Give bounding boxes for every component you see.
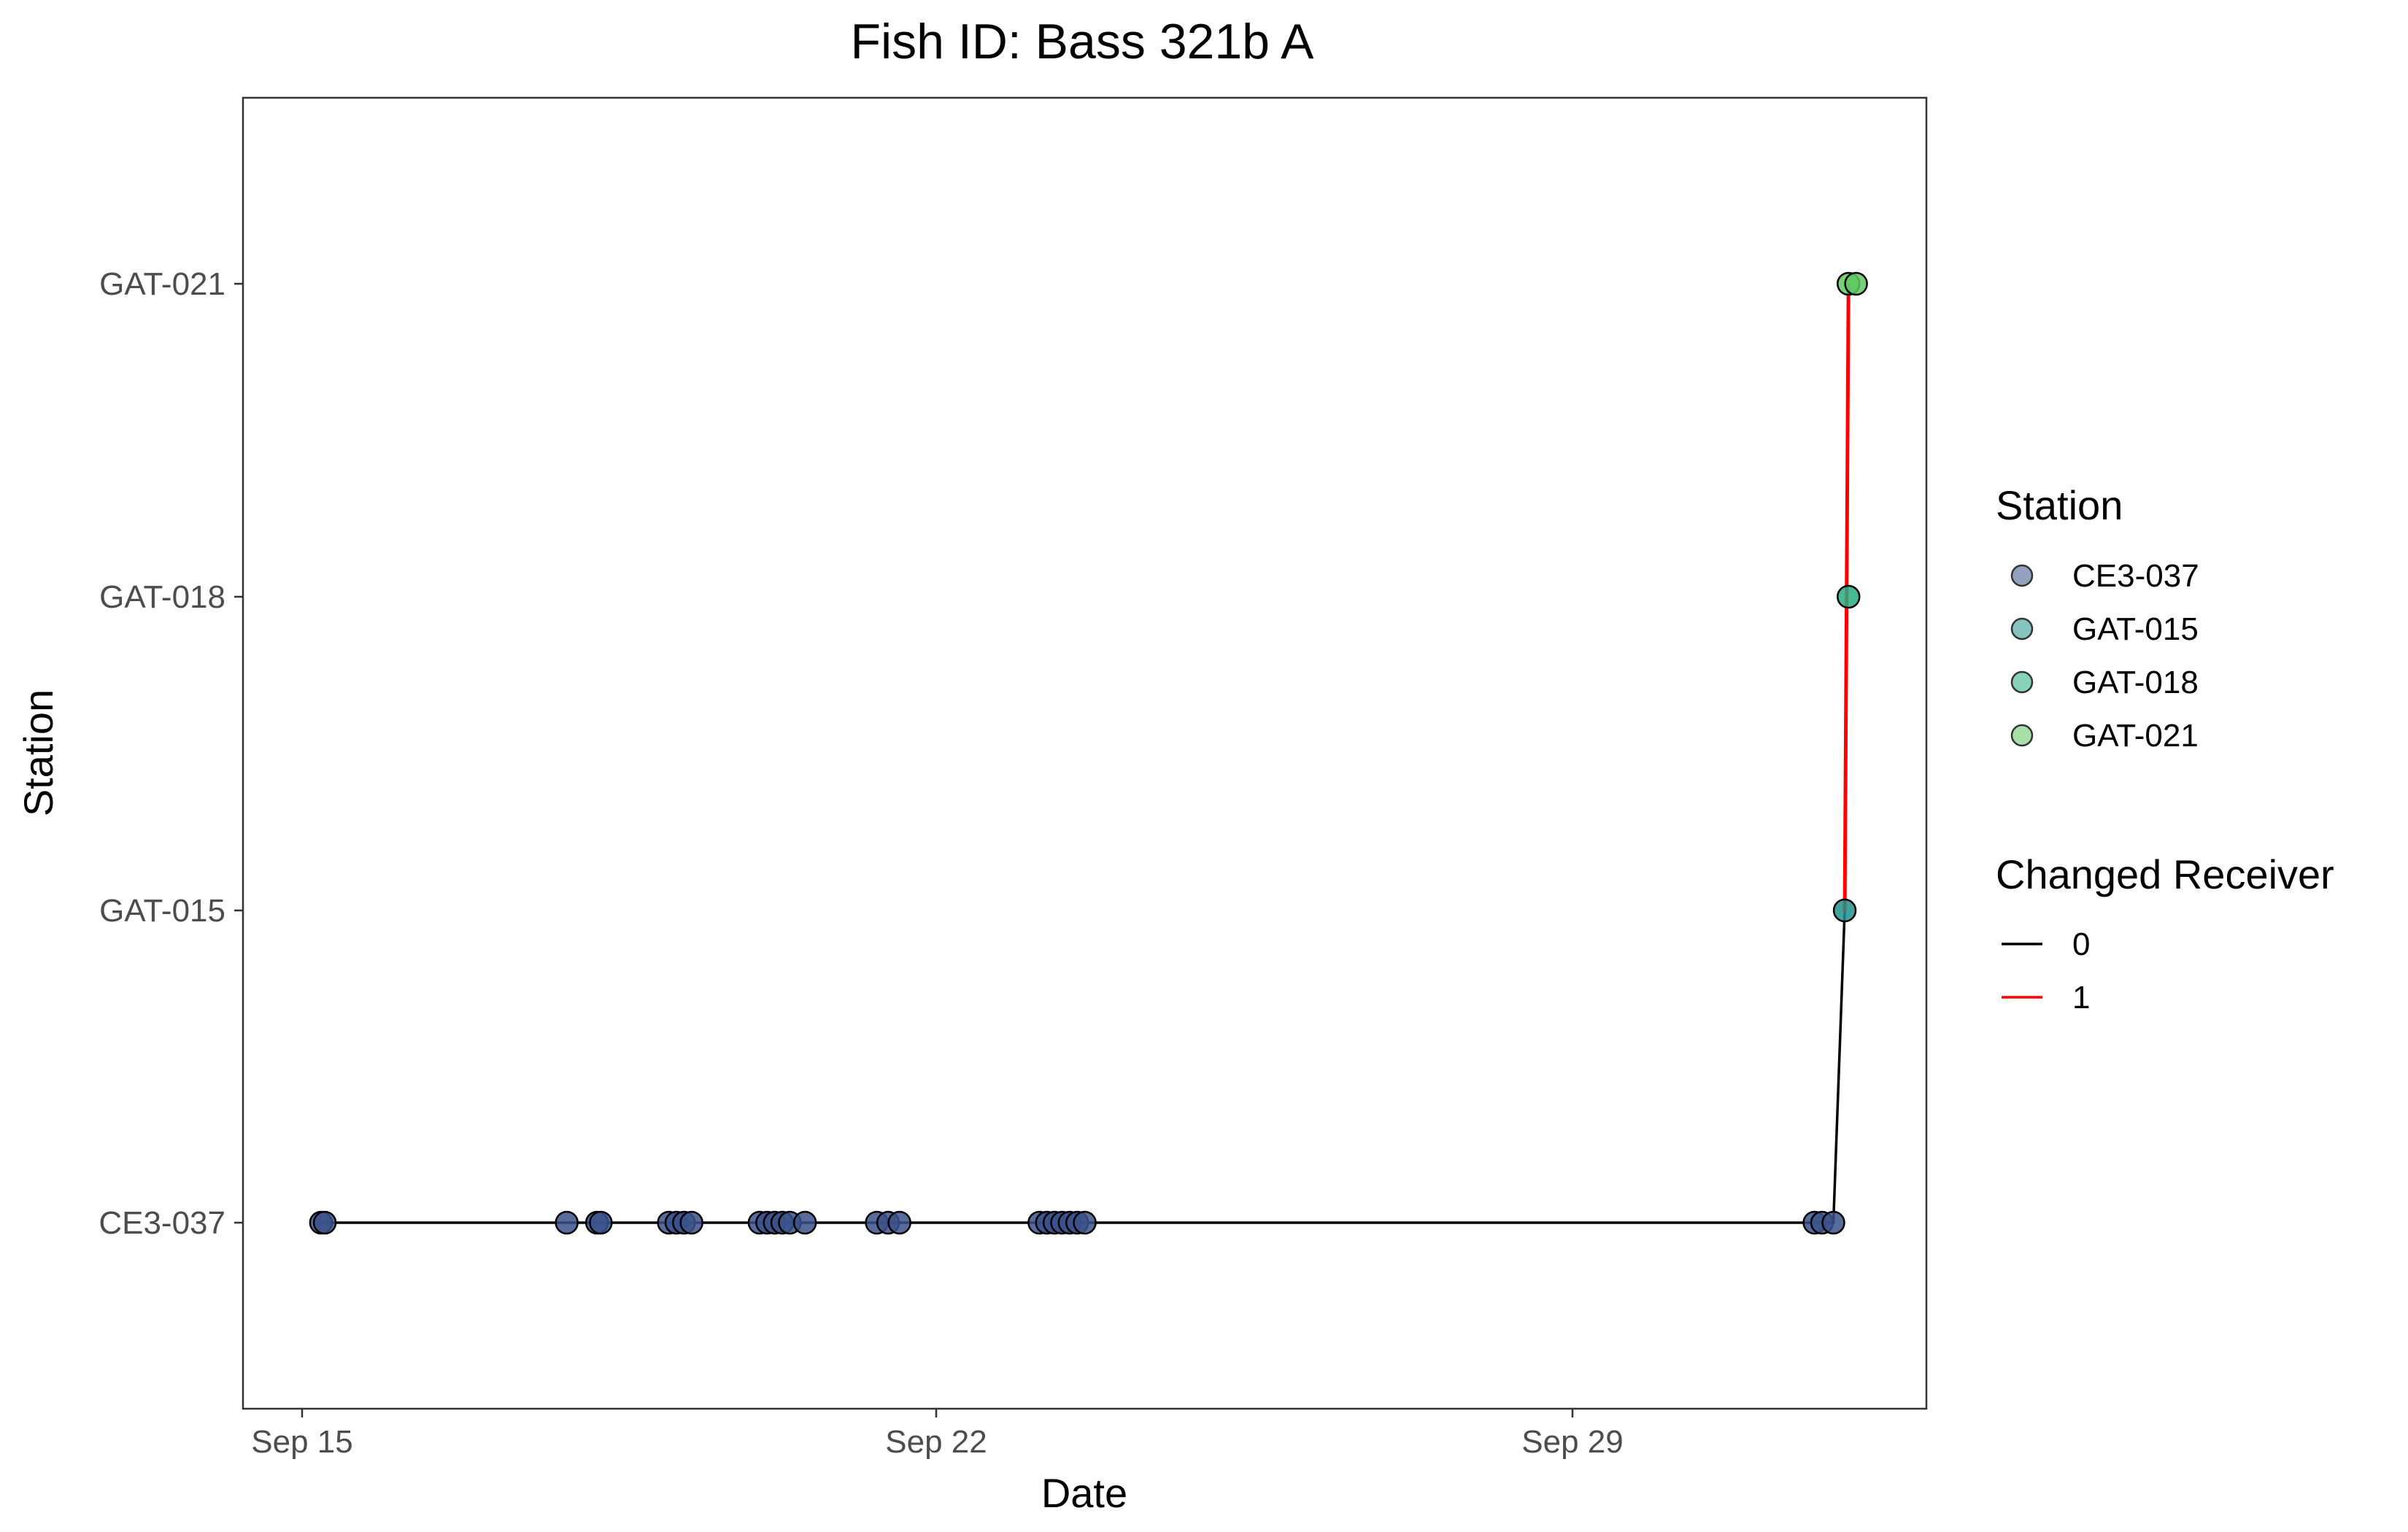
legend-title-changed-receiver: Changed Receiver <box>1996 851 2334 897</box>
detection-point-15 <box>792 1210 817 1235</box>
y-tick-label-gat-018: GAT-018 <box>99 579 225 615</box>
detection-point-32 <box>1844 271 1868 296</box>
chart-title: Fish ID: Bass 321b A <box>851 14 1315 69</box>
legend: Station CE3-037 GAT-015 GAT-018 GAT-021 Chang… <box>1996 482 2334 1015</box>
x-axis: Sep 15 Sep 22 Sep 29 <box>251 1409 1624 1460</box>
detection-point-9 <box>679 1210 703 1235</box>
legend-key-gat-018 <box>2010 670 2034 694</box>
x-tick-label-sep-22: Sep 22 <box>885 1424 987 1460</box>
detection-point-28 <box>1821 1210 1845 1235</box>
plot-panel <box>242 96 1928 1410</box>
y-tick-label-gat-021: GAT-021 <box>99 266 225 302</box>
detection-point-25 <box>1073 1210 1097 1235</box>
legend-key-gat-021 <box>2010 724 2034 747</box>
detection-point-5 <box>589 1210 613 1235</box>
path-segment-2 <box>1832 909 1846 1224</box>
x-tick-label-sep-29: Sep 29 <box>1521 1424 1623 1460</box>
y-axis: CE3-037 GAT-015 GAT-018 GAT-021 <box>99 266 243 1241</box>
legend-label-ce3-037: CE3-037 <box>2072 558 2199 594</box>
detection-point-29 <box>1832 898 1857 923</box>
y-axis-title: Station <box>15 689 61 816</box>
legend-label-changed-1: 1 <box>2072 980 2090 1015</box>
legend-key-gat-015 <box>2010 617 2034 641</box>
detection-point-30 <box>1837 584 1861 609</box>
y-tick-label-gat-015: GAT-015 <box>99 893 225 929</box>
legend-key-ce3-037 <box>2010 564 2034 587</box>
detection-point-3 <box>555 1210 579 1235</box>
detection-point-18 <box>887 1210 911 1235</box>
detection-point-2 <box>312 1210 337 1235</box>
legend-label-gat-021: GAT-021 <box>2072 718 2199 754</box>
legend-label-gat-018: GAT-018 <box>2072 665 2199 700</box>
y-tick-label-ce3-037: CE3-037 <box>99 1205 225 1241</box>
detection-points <box>309 271 1868 1235</box>
legend-title-station: Station <box>1996 482 2123 528</box>
x-tick-label-sep-15: Sep 15 <box>251 1424 352 1460</box>
x-axis-title: Date <box>1041 1470 1127 1516</box>
legend-label-changed-0: 0 <box>2072 926 2090 962</box>
legend-label-gat-015: GAT-015 <box>2072 611 2199 647</box>
